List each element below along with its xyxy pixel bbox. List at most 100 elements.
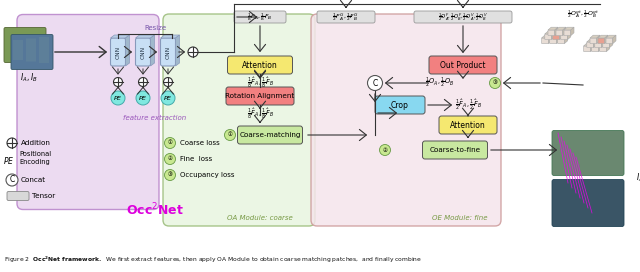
Polygon shape — [541, 35, 552, 38]
Polygon shape — [548, 27, 558, 30]
Text: $\frac{1}{2}O^{gt}_A, \frac{1}{2}O^{gt}_B$: $\frac{1}{2}O^{gt}_A, \frac{1}{2}O^{gt}_… — [567, 8, 599, 20]
Text: Coarse-matching: Coarse-matching — [239, 132, 301, 138]
Text: OE Module: fine: OE Module: fine — [432, 215, 488, 221]
FancyBboxPatch shape — [557, 38, 564, 44]
FancyBboxPatch shape — [591, 46, 598, 52]
Text: $PE$: $PE$ — [163, 94, 173, 102]
Text: ①: ① — [168, 141, 172, 146]
Text: Crop: Crop — [391, 100, 409, 110]
Text: Occupancy loss: Occupancy loss — [180, 172, 234, 178]
FancyBboxPatch shape — [161, 38, 175, 66]
Polygon shape — [552, 31, 555, 40]
Polygon shape — [596, 35, 600, 44]
Circle shape — [380, 144, 390, 156]
Polygon shape — [593, 39, 596, 48]
Text: $I_A, I_B$: $I_A, I_B$ — [636, 172, 640, 184]
FancyBboxPatch shape — [561, 34, 568, 40]
FancyBboxPatch shape — [541, 38, 548, 44]
Polygon shape — [561, 31, 571, 34]
FancyBboxPatch shape — [234, 11, 286, 23]
Text: Tensor: Tensor — [32, 193, 55, 199]
Polygon shape — [607, 43, 610, 52]
FancyBboxPatch shape — [429, 56, 497, 74]
Polygon shape — [559, 31, 563, 40]
Polygon shape — [555, 27, 558, 36]
FancyBboxPatch shape — [17, 14, 159, 209]
Polygon shape — [595, 39, 605, 42]
Polygon shape — [175, 35, 179, 66]
Polygon shape — [557, 35, 568, 38]
FancyBboxPatch shape — [600, 46, 607, 52]
Circle shape — [164, 153, 175, 165]
Text: CNN: CNN — [166, 45, 170, 58]
Circle shape — [225, 129, 236, 141]
Polygon shape — [150, 35, 154, 66]
FancyBboxPatch shape — [237, 126, 303, 144]
FancyBboxPatch shape — [603, 42, 609, 48]
Text: ③: ③ — [493, 81, 497, 85]
FancyBboxPatch shape — [553, 34, 559, 40]
Polygon shape — [584, 43, 594, 46]
Text: Rotation Alignment: Rotation Alignment — [225, 93, 294, 99]
Circle shape — [136, 91, 150, 105]
FancyBboxPatch shape — [595, 42, 602, 48]
Polygon shape — [563, 27, 566, 36]
Text: Figure 2  $\mathbf{Occ^2Net\ framework.}$  We first extract features, then apply: Figure 2 $\mathbf{Occ^2Net\ framework.}$… — [4, 255, 422, 265]
Text: Addition: Addition — [21, 140, 51, 146]
FancyBboxPatch shape — [587, 42, 593, 48]
Text: OA Module: coarse: OA Module: coarse — [227, 215, 293, 221]
Polygon shape — [590, 35, 600, 38]
Text: Coarse loss: Coarse loss — [180, 140, 220, 146]
FancyBboxPatch shape — [375, 96, 425, 114]
Polygon shape — [125, 35, 129, 66]
Polygon shape — [613, 35, 616, 44]
Circle shape — [113, 78, 122, 86]
FancyBboxPatch shape — [556, 30, 563, 36]
Polygon shape — [598, 35, 608, 38]
FancyBboxPatch shape — [4, 27, 46, 63]
FancyBboxPatch shape — [552, 131, 624, 175]
Text: Attention: Attention — [242, 60, 278, 70]
Text: $\frac{1}{2}F^G_A, \frac{1}{2}F^G_B$: $\frac{1}{2}F^G_A, \frac{1}{2}F^G_B$ — [333, 11, 360, 23]
FancyBboxPatch shape — [552, 180, 624, 227]
FancyBboxPatch shape — [584, 46, 590, 52]
Circle shape — [7, 138, 17, 148]
Polygon shape — [587, 39, 596, 42]
Polygon shape — [553, 31, 563, 34]
FancyBboxPatch shape — [7, 191, 29, 200]
Polygon shape — [548, 35, 552, 44]
Polygon shape — [550, 35, 559, 38]
FancyBboxPatch shape — [311, 14, 501, 226]
FancyBboxPatch shape — [550, 38, 556, 44]
Text: C: C — [372, 79, 378, 88]
Text: Concat: Concat — [21, 177, 46, 183]
FancyBboxPatch shape — [226, 87, 294, 105]
Text: C: C — [10, 175, 15, 184]
Text: $\frac{1}{8}F_A, \frac{1}{8}F_B$: $\frac{1}{8}F_A, \frac{1}{8}F_B$ — [247, 11, 273, 23]
FancyBboxPatch shape — [545, 34, 552, 40]
Polygon shape — [161, 35, 179, 38]
Polygon shape — [564, 35, 568, 44]
Polygon shape — [602, 39, 605, 48]
FancyBboxPatch shape — [598, 38, 605, 44]
Circle shape — [138, 78, 147, 86]
Text: $\frac{1}{2}O_A, \frac{1}{2}O_B$: $\frac{1}{2}O_A, \frac{1}{2}O_B$ — [425, 76, 455, 90]
Polygon shape — [571, 27, 574, 36]
Text: Out Product: Out Product — [440, 60, 486, 70]
Circle shape — [188, 47, 198, 57]
Text: Attention: Attention — [450, 120, 486, 129]
Text: $\frac{1}{2}\hat{F}_A, \frac{1}{2}\hat{F}_B$: $\frac{1}{2}\hat{F}_A, \frac{1}{2}\hat{F… — [454, 98, 481, 112]
FancyBboxPatch shape — [548, 30, 555, 36]
Polygon shape — [603, 39, 613, 42]
FancyBboxPatch shape — [317, 11, 375, 23]
Text: Positional
Encoding: Positional Encoding — [19, 151, 51, 165]
FancyBboxPatch shape — [136, 38, 150, 66]
Text: Resize: Resize — [144, 25, 166, 31]
FancyBboxPatch shape — [227, 56, 292, 74]
Text: Occ$^2$Net: Occ$^2$Net — [126, 202, 184, 218]
Polygon shape — [609, 39, 613, 48]
FancyBboxPatch shape — [163, 14, 315, 226]
Text: ②: ② — [168, 156, 172, 162]
Circle shape — [367, 76, 383, 91]
Text: ①: ① — [228, 132, 232, 138]
